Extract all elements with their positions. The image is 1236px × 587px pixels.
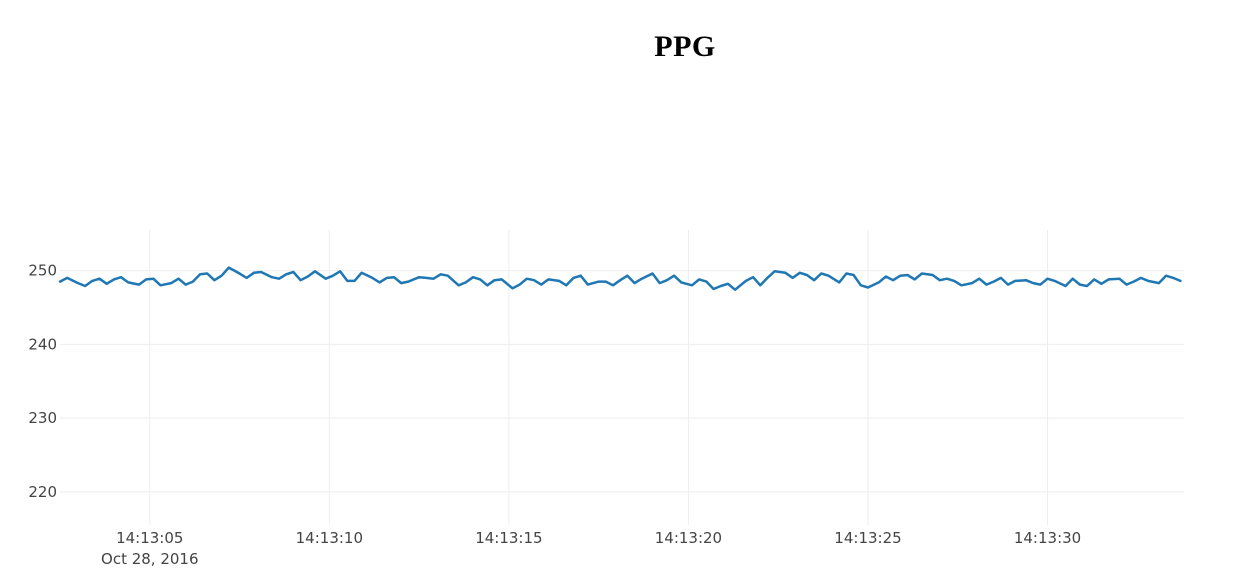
x-tick-label: 14:13:05: [116, 529, 183, 547]
x-axis-ticks: 14:13:05 14:13:10 14:13:15 14:13:20 14:13:25…: [116, 529, 1081, 547]
x-tick-label: 14:13:20: [655, 529, 722, 547]
y-tick-label: 250: [28, 262, 57, 280]
y-axis-ticks: 220 230 240 250: [28, 262, 57, 501]
x-tick-label: 14:13:30: [1014, 529, 1081, 547]
x-tick-label: 14:13:10: [296, 529, 363, 547]
grid-lines: [60, 230, 1184, 525]
y-tick-label: 220: [28, 483, 57, 501]
x-axis-date-label: Oct 28, 2016: [101, 550, 199, 568]
y-tick-label: 240: [28, 335, 57, 353]
x-tick-label: 14:13:25: [834, 529, 901, 547]
y-tick-label: 230: [28, 409, 57, 427]
x-tick-label: 14:13:15: [475, 529, 542, 547]
